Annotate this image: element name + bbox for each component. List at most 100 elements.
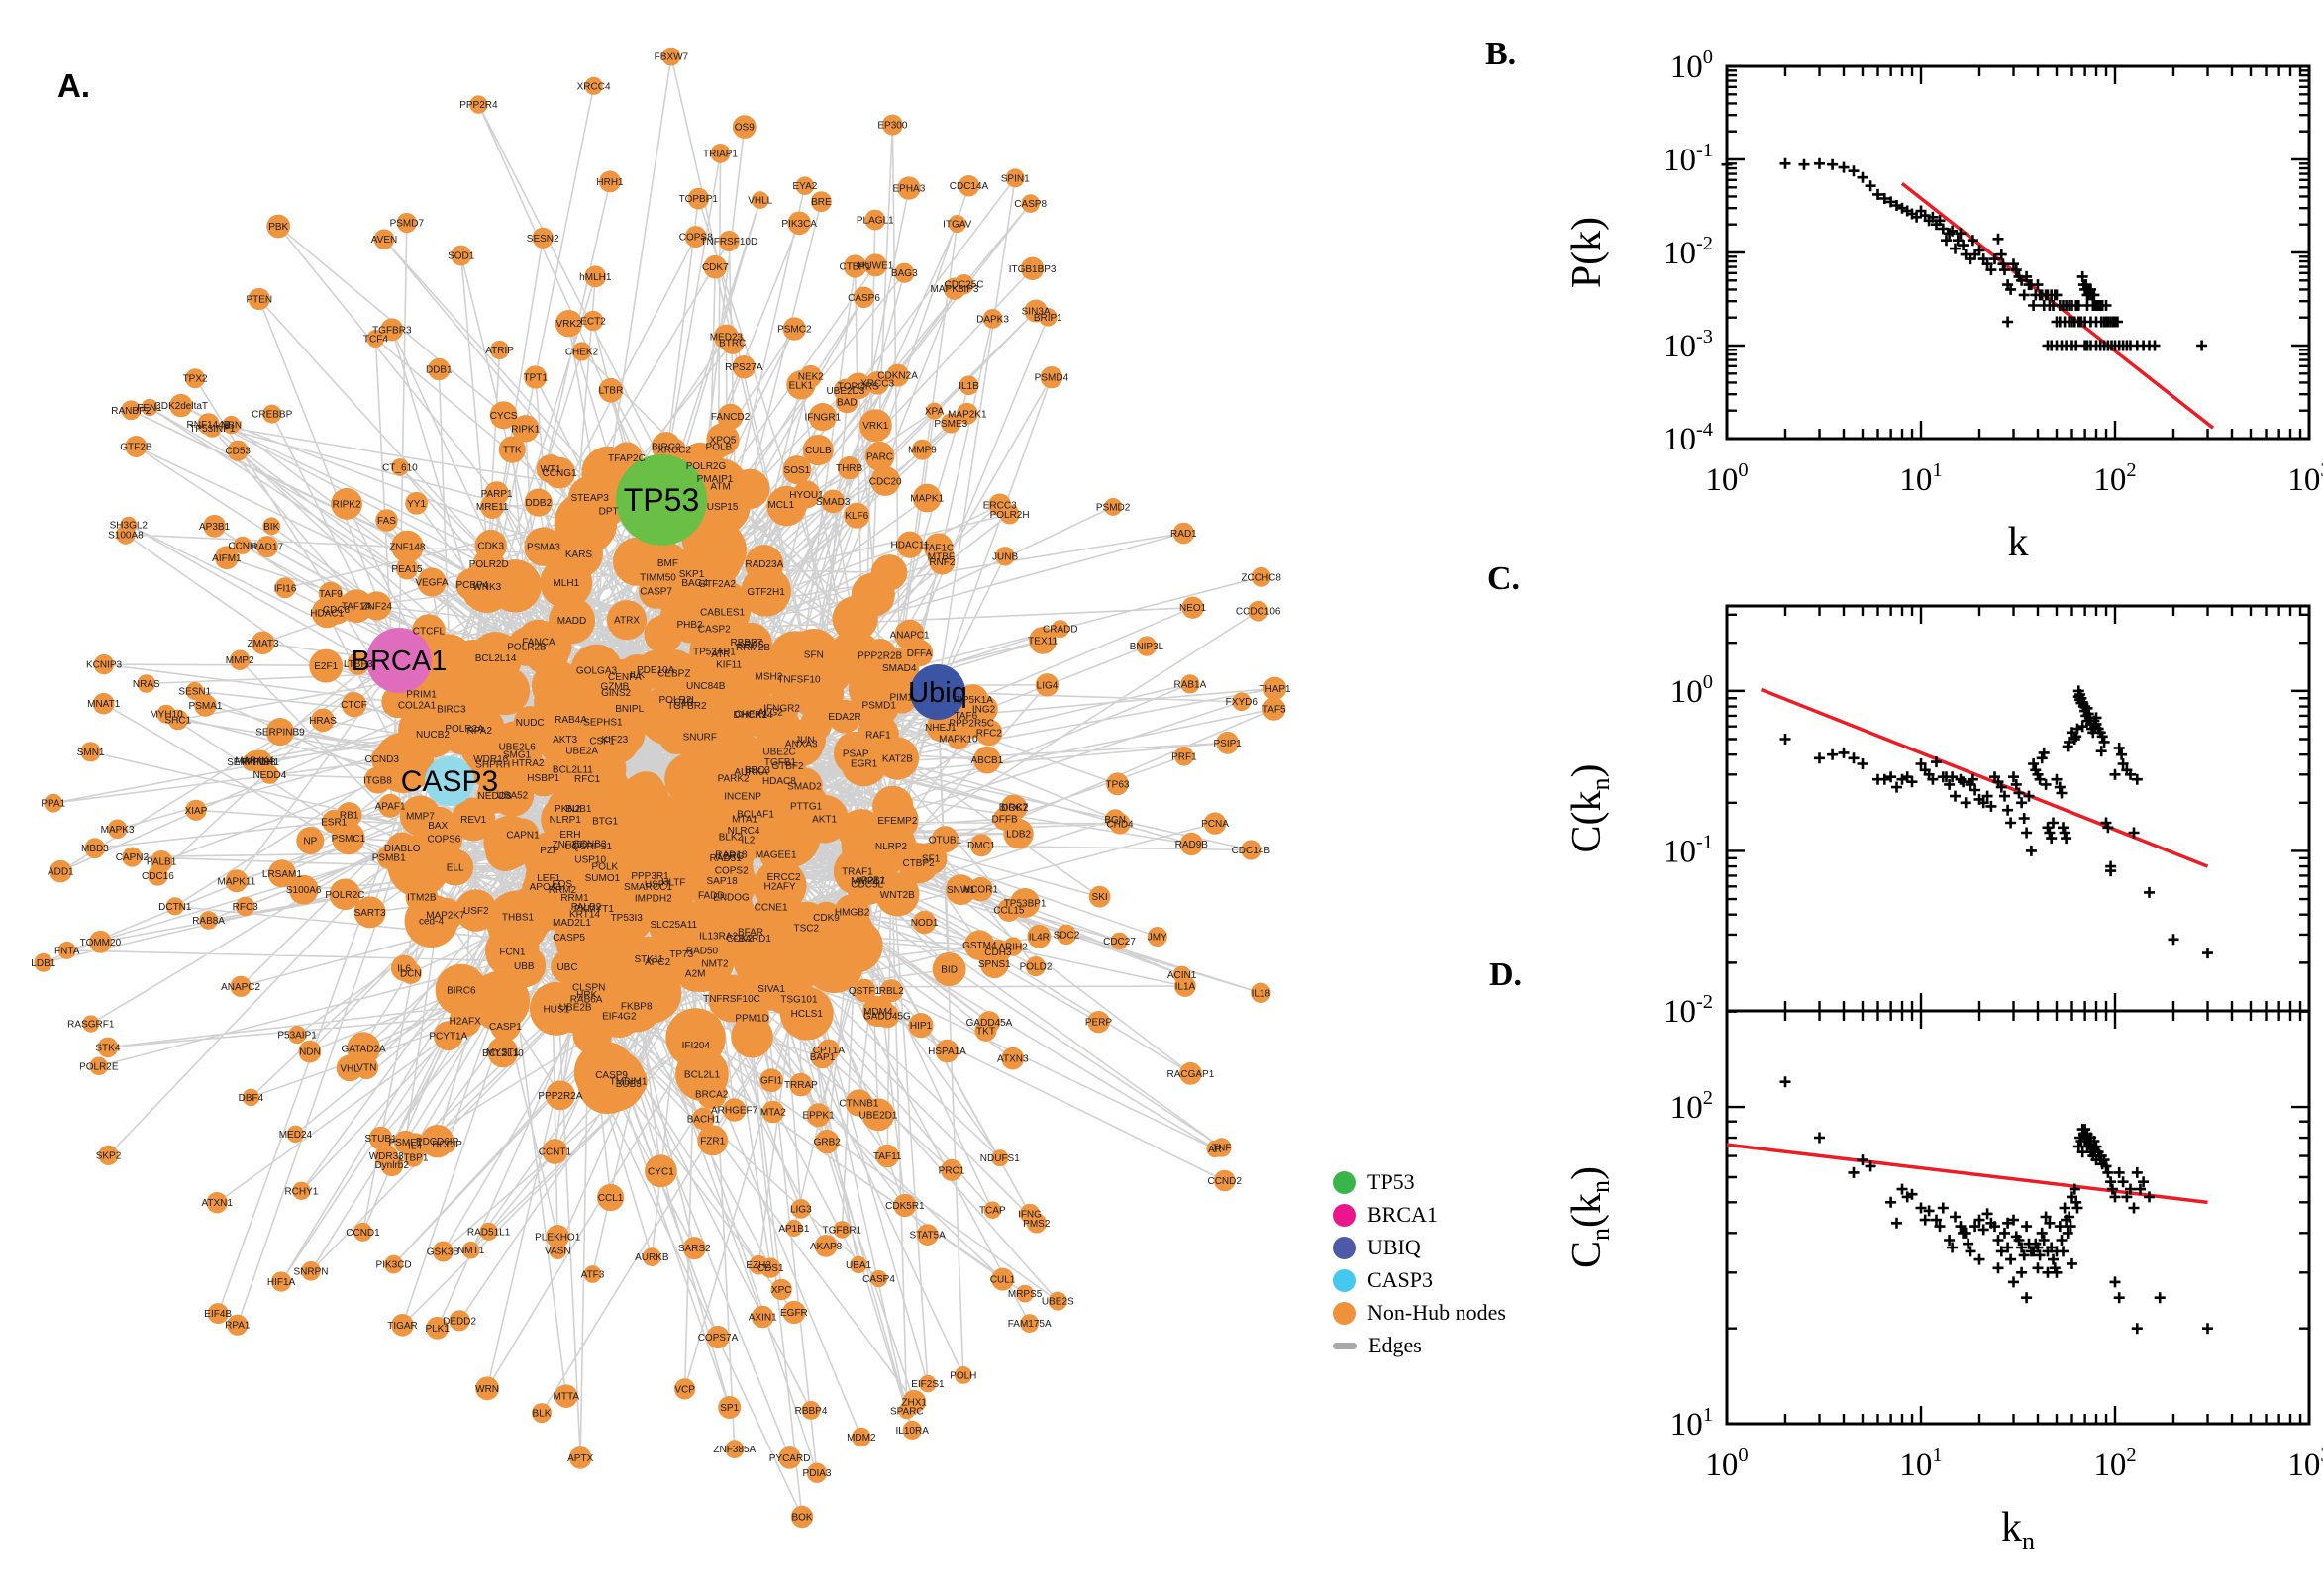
svg-text:BBC3: BBC3 xyxy=(745,765,771,776)
svg-text:MMP2: MMP2 xyxy=(226,655,254,666)
svg-text:TNF: TNF xyxy=(1212,1144,1231,1154)
svg-text:BUB3: BUB3 xyxy=(616,1079,643,1090)
svg-text:TAF6: TAF6 xyxy=(954,711,977,722)
svg-text:ZNF148: ZNF148 xyxy=(389,543,426,553)
svg-text:10-3: 10-3 xyxy=(1664,326,1713,364)
svg-text:SESN2: SESN2 xyxy=(527,234,559,245)
svg-text:DPT: DPT xyxy=(599,507,619,518)
svg-text:P(k): P(k) xyxy=(1565,217,1610,288)
legend-item-tp53: TP53 xyxy=(1333,1170,1506,1194)
svg-text:AKAP8: AKAP8 xyxy=(810,1242,843,1252)
svg-text:RAD18: RAD18 xyxy=(715,850,748,861)
svg-text:RAD51L1: RAD51L1 xyxy=(467,1227,511,1238)
svg-text:SKI: SKI xyxy=(1092,892,1108,903)
svg-text:RASGRF1: RASGRF1 xyxy=(67,1020,115,1031)
svg-text:EP300: EP300 xyxy=(877,121,907,132)
svg-text:DDB2: DDB2 xyxy=(525,498,552,509)
svg-text:CCL1: CCL1 xyxy=(598,1193,624,1204)
svg-text:MRE11: MRE11 xyxy=(476,502,509,513)
svg-text:GADD45G: GADD45G xyxy=(863,1012,911,1023)
svg-text:TCAP: TCAP xyxy=(979,1206,1006,1217)
svg-text:SARS2: SARS2 xyxy=(678,1244,711,1254)
svg-text:BACH1: BACH1 xyxy=(687,1114,721,1125)
svg-text:PSMD1: PSMD1 xyxy=(861,701,896,712)
svg-text:PSMD4: PSMD4 xyxy=(1035,373,1069,384)
svg-text:NCOR1: NCOR1 xyxy=(963,885,998,896)
svg-text:RFC3: RFC3 xyxy=(233,902,259,913)
svg-text:TSG101: TSG101 xyxy=(780,995,818,1006)
svg-text:RNF144B: RNF144B xyxy=(187,420,231,431)
svg-text:STEAP3: STEAP3 xyxy=(571,493,610,504)
svg-text:UBE2C: UBE2C xyxy=(762,747,795,757)
svg-text:SMG1: SMG1 xyxy=(503,750,532,761)
svg-text:TFAP2C: TFAP2C xyxy=(608,453,646,464)
svg-text:SNW1: SNW1 xyxy=(947,885,975,896)
svg-text:TEX11: TEX11 xyxy=(1028,636,1058,647)
svg-text:GTF2H1: GTF2H1 xyxy=(747,587,785,598)
svg-text:PZP: PZP xyxy=(540,846,559,856)
svg-text:E2F1: E2F1 xyxy=(314,661,338,672)
svg-text:RIPK1: RIPK1 xyxy=(511,424,540,435)
legend-item-brca1: BRCA1 xyxy=(1333,1203,1506,1227)
svg-text:CT_610: CT_610 xyxy=(382,462,418,473)
svg-text:HDAC1: HDAC1 xyxy=(310,608,344,619)
svg-text:PMAIP1: PMAIP1 xyxy=(697,474,734,485)
svg-text:NEK2: NEK2 xyxy=(798,372,825,383)
svg-text:XPO5: XPO5 xyxy=(710,435,737,446)
svg-text:ELK1: ELK1 xyxy=(789,380,814,391)
svg-text:PPP2R4: PPP2R4 xyxy=(459,100,498,111)
svg-text:PALB1: PALB1 xyxy=(147,857,177,868)
svg-text:VRK1: VRK1 xyxy=(862,421,889,432)
svg-text:XRCC4: XRCC4 xyxy=(577,81,611,92)
svg-text:COPS6: COPS6 xyxy=(427,835,460,846)
svg-text:MAPK8IP3: MAPK8IP3 xyxy=(931,284,979,295)
svg-text:AURKB: AURKB xyxy=(635,1252,669,1263)
svg-text:IFI204: IFI204 xyxy=(682,1041,711,1051)
svg-text:IMPDH2: IMPDH2 xyxy=(635,894,672,905)
svg-text:MAGEE1: MAGEE1 xyxy=(756,850,797,861)
svg-text:SART3: SART3 xyxy=(354,908,386,919)
svg-text:PRC1: PRC1 xyxy=(939,1165,965,1176)
svg-text:NMT2: NMT2 xyxy=(701,958,729,969)
svg-text:BFAR: BFAR xyxy=(738,927,763,938)
svg-text:MED24: MED24 xyxy=(279,1130,313,1141)
svg-text:MLH1: MLH1 xyxy=(553,578,579,589)
svg-text:JUNB: JUNB xyxy=(992,551,1018,562)
svg-text:RPS27A: RPS27A xyxy=(725,362,763,373)
svg-text:VHL: VHL xyxy=(340,1063,359,1074)
svg-text:RAB8A: RAB8A xyxy=(192,916,225,927)
svg-text:USF2: USF2 xyxy=(463,906,489,917)
svg-text:BTRC: BTRC xyxy=(719,339,746,349)
svg-text:PPP2R2A: PPP2R2A xyxy=(538,1091,582,1102)
svg-text:BTG1: BTG1 xyxy=(592,816,619,827)
svg-text:SMAD3: SMAD3 xyxy=(816,497,851,508)
svg-text:AVEN: AVEN xyxy=(371,235,398,246)
svg-text:TAF5: TAF5 xyxy=(1262,705,1286,716)
svg-text:CLSPN: CLSPN xyxy=(572,983,605,994)
svg-text:ZNF350: ZNF350 xyxy=(553,840,589,850)
svg-text:CREBBP: CREBBP xyxy=(252,410,292,421)
svg-text:BRCA2: BRCA2 xyxy=(695,1089,729,1100)
svg-text:CCNT1: CCNT1 xyxy=(539,1147,572,1158)
legend-label: Non-Hub nodes xyxy=(1367,1300,1506,1325)
svg-text:CDC16: CDC16 xyxy=(142,871,174,882)
plot-panel-d: 102101100101102103Cn(kn)kn xyxy=(1565,1009,2323,1555)
svg-text:STK4: STK4 xyxy=(95,1043,120,1053)
svg-text:GADD45A: GADD45A xyxy=(966,1018,1013,1029)
svg-text:DMC1: DMC1 xyxy=(967,841,996,851)
svg-text:TP53BP1: TP53BP1 xyxy=(1004,899,1047,910)
svg-text:IFNG: IFNG xyxy=(1018,1209,1042,1220)
svg-text:RFC2: RFC2 xyxy=(976,728,1003,739)
svg-text:AURKA: AURKA xyxy=(734,767,768,778)
svg-text:CASP3: CASP3 xyxy=(401,765,498,798)
svg-text:PALB2: PALB2 xyxy=(571,902,602,913)
svg-text:FOS: FOS xyxy=(553,879,573,890)
svg-text:USP10: USP10 xyxy=(574,855,606,866)
svg-text:EGR1: EGR1 xyxy=(851,758,878,769)
svg-text:IFNGR2: IFNGR2 xyxy=(763,704,800,715)
svg-text:102: 102 xyxy=(2093,459,2136,498)
svg-text:OS9: OS9 xyxy=(735,123,755,134)
svg-text:LTBP1: LTBP1 xyxy=(399,1152,429,1163)
svg-text:CCNE1: CCNE1 xyxy=(755,903,788,914)
